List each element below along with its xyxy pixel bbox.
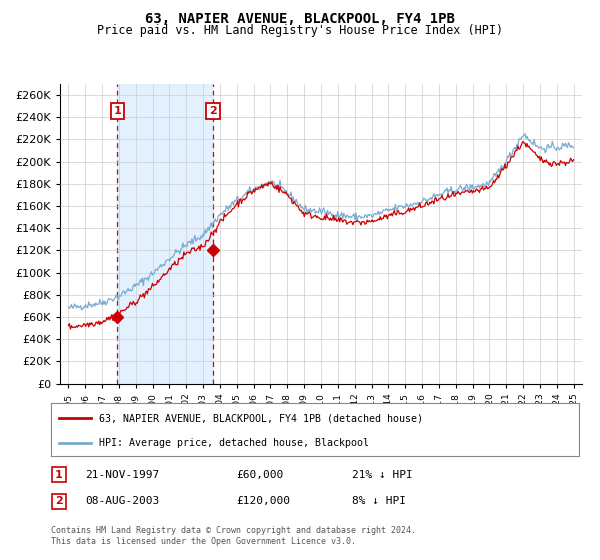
Text: HPI: Average price, detached house, Blackpool: HPI: Average price, detached house, Blac… <box>98 438 368 448</box>
Text: 2: 2 <box>55 496 63 506</box>
Text: Contains HM Land Registry data © Crown copyright and database right 2024.
This d: Contains HM Land Registry data © Crown c… <box>51 526 416 546</box>
Text: 8% ↓ HPI: 8% ↓ HPI <box>352 496 406 506</box>
Text: 1: 1 <box>113 106 121 116</box>
Text: 2: 2 <box>209 106 217 116</box>
Bar <box>117 84 213 384</box>
Text: £120,000: £120,000 <box>236 496 290 506</box>
Text: 21% ↓ HPI: 21% ↓ HPI <box>352 470 413 479</box>
Text: 1: 1 <box>55 470 63 479</box>
Text: £60,000: £60,000 <box>236 470 283 479</box>
Text: Price paid vs. HM Land Registry's House Price Index (HPI): Price paid vs. HM Land Registry's House … <box>97 24 503 37</box>
Text: 08-AUG-2003: 08-AUG-2003 <box>85 496 160 506</box>
Text: 63, NAPIER AVENUE, BLACKPOOL, FY4 1PB: 63, NAPIER AVENUE, BLACKPOOL, FY4 1PB <box>145 12 455 26</box>
Text: 21-NOV-1997: 21-NOV-1997 <box>85 470 160 479</box>
Text: 63, NAPIER AVENUE, BLACKPOOL, FY4 1PB (detached house): 63, NAPIER AVENUE, BLACKPOOL, FY4 1PB (d… <box>98 413 422 423</box>
